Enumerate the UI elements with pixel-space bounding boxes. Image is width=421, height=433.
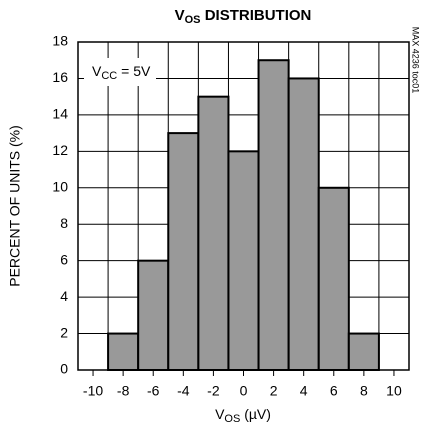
- chart-title: VOS DISTRIBUTION: [175, 7, 312, 26]
- x-tick-label: 10: [386, 383, 402, 399]
- y-tick-label: 18: [52, 33, 68, 49]
- bar: [167, 132, 200, 371]
- annotation: VCC = 5V: [92, 63, 151, 82]
- y-tick-label: 16: [52, 69, 68, 85]
- y-tick-label: 12: [52, 142, 68, 158]
- bar: [137, 259, 170, 371]
- annotation-part: V: [92, 63, 102, 79]
- bar: [197, 95, 230, 372]
- x-tick-label: -2: [207, 383, 220, 399]
- y-tick-label: 2: [60, 324, 68, 340]
- y-tick-label: 14: [52, 106, 68, 122]
- annotation-box: [84, 58, 156, 86]
- bar: [347, 332, 380, 371]
- bar: [287, 77, 320, 371]
- plot-frame: [77, 41, 410, 371]
- x-tick-label: 4: [300, 383, 308, 399]
- bar: [107, 332, 140, 371]
- x-tick-label: -8: [117, 383, 130, 399]
- x-tick-label: 0: [240, 383, 248, 399]
- y-tick-label: 4: [60, 288, 68, 304]
- x-axis-label: VOS (µV): [215, 406, 271, 425]
- bar: [227, 150, 260, 371]
- x-tick-label: 2: [270, 383, 278, 399]
- y-tick-label: 10: [52, 178, 68, 194]
- annotation-part: CC: [101, 70, 117, 82]
- bar: [317, 186, 350, 371]
- x-tick-label: 8: [360, 383, 368, 399]
- bar: [257, 59, 290, 371]
- y-tick-label: 0: [60, 361, 68, 377]
- x-tick-label: -6: [147, 383, 160, 399]
- x-tick-label: 6: [330, 383, 338, 399]
- side-note: MAX 4236 toc01: [411, 27, 421, 94]
- y-tick-label: 6: [60, 251, 68, 267]
- x-tick-label: -4: [177, 383, 190, 399]
- y-axis-label: PERCENT OF UNITS (%): [7, 125, 23, 287]
- x-tick-label: -10: [83, 383, 103, 399]
- annotation-part: = 5V: [117, 63, 151, 79]
- y-tick-label: 8: [60, 215, 68, 231]
